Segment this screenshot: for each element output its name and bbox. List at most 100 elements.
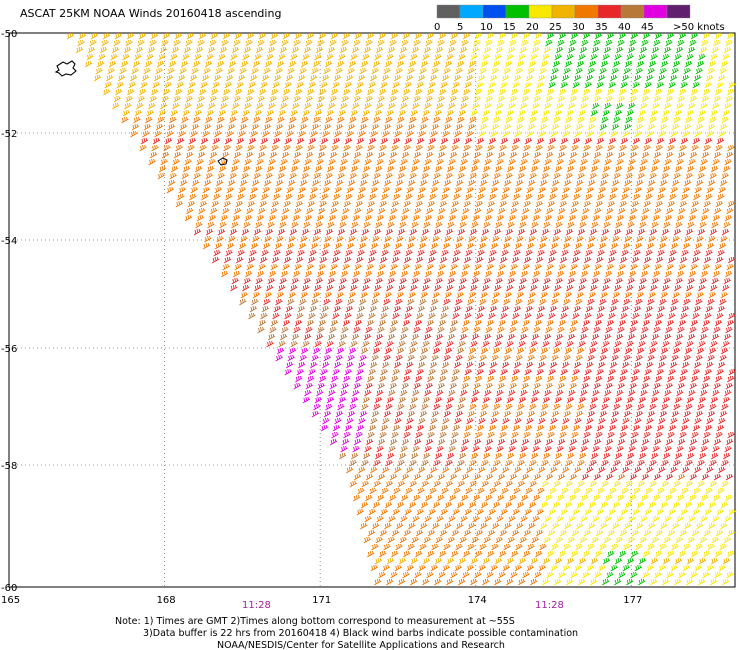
wind-barb	[474, 263, 482, 271]
wind-barb	[690, 319, 699, 327]
wind-barb	[511, 144, 519, 152]
wind-barb	[710, 109, 719, 117]
wind-barb	[693, 361, 702, 369]
legend-swatch	[597, 4, 622, 19]
wind-barb	[218, 109, 227, 117]
wind-barb	[619, 550, 627, 558]
wind-barb	[664, 214, 673, 222]
wind-barb	[372, 522, 380, 530]
wind-barb	[719, 67, 727, 75]
wind-barb	[439, 88, 447, 96]
wind-barb	[707, 179, 716, 187]
wind-barb	[664, 389, 672, 397]
wind-barb	[442, 130, 450, 138]
wind-barb	[590, 53, 598, 61]
wind-barb	[500, 81, 508, 89]
wind-barb	[518, 340, 526, 348]
wind-barb	[459, 333, 468, 341]
wind-barb	[601, 172, 609, 180]
wind-barb	[194, 165, 203, 173]
wind-barb	[461, 473, 470, 481]
wind-barb	[352, 214, 361, 222]
wind-barb	[543, 277, 551, 285]
wind-barb	[203, 123, 212, 131]
wind-barb	[384, 347, 393, 355]
wind-barb	[697, 116, 705, 124]
wind-barb	[509, 95, 518, 103]
wind-barb	[307, 256, 316, 264]
wind-barb	[567, 536, 575, 544]
wind-barb	[246, 263, 254, 271]
wind-barb	[536, 137, 545, 145]
wind-barb	[634, 130, 642, 138]
wind-barb	[353, 438, 362, 446]
wind-barb	[682, 186, 690, 194]
wind-barb	[629, 494, 637, 502]
wind-barb	[585, 193, 593, 201]
wind-barb	[138, 32, 147, 40]
wind-barb	[630, 32, 639, 40]
wind-barb	[617, 382, 626, 390]
wind-barb	[139, 88, 147, 96]
wind-barb	[275, 179, 284, 187]
wind-barb	[601, 480, 609, 488]
wind-barb	[260, 137, 269, 145]
wind-barb	[390, 32, 399, 40]
wind-barb	[352, 102, 360, 110]
wind-barb	[462, 571, 470, 579]
wind-barb	[605, 326, 613, 334]
wind-barb	[559, 144, 567, 152]
wind-barb	[542, 452, 551, 460]
wind-barb	[678, 571, 686, 579]
wind-barb	[590, 165, 599, 173]
wind-barb	[665, 494, 673, 502]
wind-barb	[676, 389, 684, 397]
wind-barb	[494, 578, 502, 586]
legend-label: 15	[503, 22, 516, 33]
legend-swatch	[436, 4, 461, 19]
wind-barb	[302, 165, 311, 173]
wind-barb	[412, 214, 421, 222]
wind-barb	[502, 186, 510, 194]
wind-barb	[425, 382, 434, 390]
wind-barb	[135, 46, 144, 54]
wind-barb	[430, 130, 438, 138]
wind-barb	[494, 53, 502, 61]
wind-barb	[209, 95, 218, 103]
wind-barb	[295, 88, 303, 96]
wind-barb	[281, 151, 290, 159]
wind-barb	[521, 382, 530, 390]
wind-barb	[365, 326, 373, 334]
wind-barb	[352, 389, 360, 397]
wind-barb	[525, 487, 533, 495]
wind-barb	[562, 564, 570, 572]
wind-barb	[249, 74, 258, 82]
wind-barb	[451, 431, 459, 439]
wind-barb	[140, 137, 149, 145]
wind-barb	[401, 438, 410, 446]
wind-barb	[244, 102, 252, 110]
wind-barb	[129, 74, 138, 82]
wind-barb	[353, 39, 361, 47]
wind-barb	[475, 200, 484, 208]
wind-barb	[477, 249, 485, 257]
wind-barb	[374, 165, 383, 173]
wind-barb	[147, 46, 156, 54]
wind-barb	[574, 466, 582, 474]
wind-barb	[509, 39, 517, 47]
wind-barb	[314, 396, 323, 404]
wind-barb	[564, 522, 572, 530]
wind-barb	[602, 165, 611, 173]
wind-barb	[480, 347, 489, 355]
wind-barb	[352, 158, 360, 166]
wind-barb	[386, 284, 394, 292]
wind-barb	[407, 410, 416, 418]
wind-barb	[595, 431, 603, 439]
wind-barb	[431, 543, 439, 551]
wind-barb	[306, 263, 314, 271]
wind-barb	[210, 32, 219, 40]
wind-barb	[510, 571, 518, 579]
wind-barb	[663, 221, 671, 229]
wind-barb	[552, 347, 561, 355]
wind-barb	[395, 67, 403, 75]
